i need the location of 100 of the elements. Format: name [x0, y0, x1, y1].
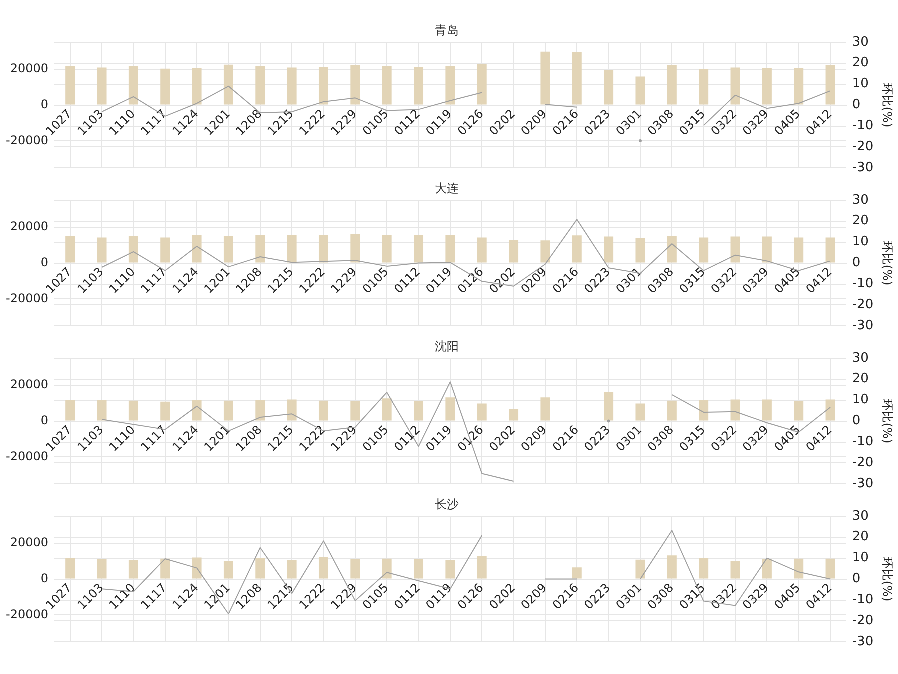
bar	[382, 558, 392, 579]
y2-tick-label: 10	[852, 234, 869, 250]
bar	[794, 401, 804, 421]
bar	[287, 560, 297, 579]
y-tick-label: 0	[40, 97, 49, 112]
y2-axis-title: 环比(%)	[880, 240, 895, 286]
bar	[318, 400, 328, 421]
y2-tick-label: -20	[852, 614, 874, 629]
bar	[318, 67, 328, 105]
y-tick-label: -20000	[6, 291, 49, 306]
y2-tick-label: -30	[852, 634, 874, 650]
y-tick-label: -20000	[6, 607, 49, 622]
y2-tick-label: 10	[852, 392, 869, 408]
bar	[350, 65, 360, 105]
bar	[572, 52, 582, 105]
bar	[730, 560, 740, 579]
bar	[66, 400, 76, 421]
bar	[318, 557, 328, 579]
bar	[224, 560, 234, 579]
bar	[66, 558, 76, 579]
bar	[414, 401, 424, 421]
bar	[287, 68, 297, 105]
y2-tick-label: 30	[852, 508, 869, 524]
bar	[446, 398, 456, 421]
bar	[762, 559, 772, 579]
y-tick-label: 20000	[10, 535, 49, 550]
chart-title: 长沙	[435, 497, 459, 512]
bar	[128, 66, 138, 105]
bar	[730, 68, 740, 105]
bar	[540, 398, 550, 421]
bar	[192, 400, 202, 421]
y2-tick-label: -30	[852, 160, 874, 176]
y2-tick-label: 30	[852, 350, 869, 366]
bar	[414, 67, 424, 105]
bar	[794, 68, 804, 105]
bar	[540, 52, 550, 105]
y2-tick-label: -10	[852, 434, 874, 450]
y2-tick-label: 20	[852, 56, 869, 71]
bar	[636, 76, 646, 105]
bar	[604, 70, 614, 105]
bar	[160, 558, 170, 579]
bar	[699, 400, 709, 421]
bar	[572, 568, 582, 579]
bar	[256, 66, 266, 105]
bar	[667, 65, 677, 105]
bar	[667, 400, 677, 421]
y-tick-label: 0	[40, 571, 49, 586]
bar	[382, 398, 392, 421]
y-tick-label: 0	[40, 413, 49, 428]
chart-title: 青岛	[435, 23, 459, 38]
y-tick-label: -20000	[6, 133, 49, 148]
y2-axis-title: 环比(%)	[880, 82, 895, 128]
bar	[224, 64, 234, 105]
bar	[414, 559, 424, 579]
y2-tick-label: -20	[852, 140, 874, 155]
bar	[192, 558, 202, 579]
bar	[477, 556, 487, 579]
y2-tick-label: 20	[852, 214, 869, 229]
y2-axis-title: 环比(%)	[880, 398, 895, 444]
bar	[762, 68, 772, 105]
bar	[826, 558, 836, 579]
y2-tick-label: 10	[852, 76, 869, 92]
chart-title: 沈阳	[435, 339, 459, 354]
bar	[287, 400, 297, 421]
bar	[224, 400, 234, 421]
y-tick-label: 0	[40, 255, 49, 270]
y2-tick-label: -10	[852, 592, 874, 608]
bar	[667, 556, 677, 579]
bar	[477, 64, 487, 105]
bar	[730, 400, 740, 421]
bar	[446, 560, 456, 579]
y2-tick-label: 30	[852, 34, 869, 50]
y2-axis-title: 环比(%)	[880, 556, 895, 602]
y-tick-label: 20000	[10, 61, 49, 76]
bar	[256, 400, 266, 421]
bar	[97, 400, 107, 421]
bar	[477, 404, 487, 421]
bar	[128, 560, 138, 579]
bar	[350, 401, 360, 421]
bar	[699, 69, 709, 105]
bar	[604, 392, 614, 421]
bar	[192, 68, 202, 105]
bar	[509, 409, 519, 421]
y2-tick-label: 20	[852, 530, 869, 545]
y-tick-label: 20000	[10, 219, 49, 234]
y2-tick-label: -20	[852, 298, 874, 313]
y-tick-label: 20000	[10, 377, 49, 392]
y2-tick-label: -30	[852, 318, 874, 334]
bar	[350, 559, 360, 579]
y2-tick-label: -10	[852, 118, 874, 134]
bar	[794, 558, 804, 579]
bar	[636, 404, 646, 421]
y2-tick-label: 20	[852, 372, 869, 387]
chart-title: 大连	[435, 181, 459, 196]
bar	[826, 65, 836, 105]
bar	[128, 400, 138, 421]
bar	[826, 400, 836, 421]
bar	[97, 68, 107, 105]
bar	[160, 402, 170, 421]
y2-tick-label: 10	[852, 550, 869, 566]
